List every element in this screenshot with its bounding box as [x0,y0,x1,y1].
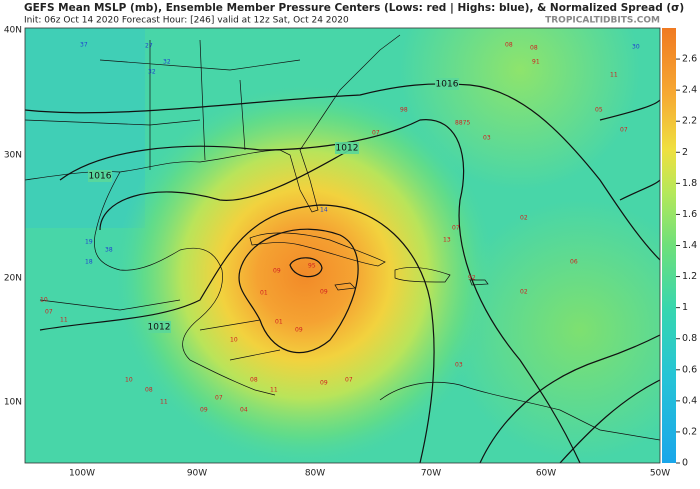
colorbar-tick-label: 0.4 [682,395,697,406]
longitude-label: 60W [536,469,556,479]
low-center: 09 [320,289,328,296]
title: GEFS Mean MSLP (mb), Ensemble Member Pre… [24,2,684,14]
low-center: 07 [215,395,223,402]
low-center: 11 [160,399,168,406]
contour-label-bg [435,78,459,90]
contour-label-bg [335,142,359,154]
high-center: 32 [148,69,156,76]
contour-label: 1012 [148,323,171,333]
contour-label: 1016 [436,80,459,90]
high-center: 27 [145,43,153,50]
latitude-label: 20N [4,274,22,284]
low-center: 92 [468,275,476,282]
latitude-label: 30N [4,151,22,161]
low-center: 06 [570,259,578,266]
low-center: 05 [595,107,603,114]
low-center: 01 [260,290,268,297]
longitude-label: 80W [305,469,325,479]
colorbar-tick-label: 0.6 [682,364,697,375]
low-center: 08 [250,377,258,384]
latitude-label: 10N [4,398,22,408]
colorbar-tick-label: 1 [682,302,688,313]
low-center: 08 [505,42,513,49]
low-center: 09 [295,327,303,334]
low-center: 02 [520,215,528,222]
high-center: 30 [632,44,640,51]
low-center: 07 [452,225,460,232]
high-center: 32 [163,59,171,66]
low-center: 11 [270,387,278,394]
high-center: 14 [320,207,328,214]
low-center: 08 [145,387,153,394]
colorbar-tick-label: 2.4 [682,85,697,96]
longitude-label: 70W [421,469,441,479]
latitude-label: 40N [4,26,22,36]
low-center: 07 [620,127,628,134]
low-center: 13 [443,237,451,244]
low-center: 08 [530,45,538,52]
low-center: 03 [455,362,463,369]
longitude-label: 50W [650,469,670,479]
colorbar-tick-label: 2.6 [682,54,697,65]
contour-label-bg [147,321,171,333]
low-center: 8875 [455,120,470,127]
low-center: 02 [520,289,528,296]
colorbar [662,28,676,463]
low-center: 11 [60,317,68,324]
colorbar-tick-label: 1.2 [682,271,697,282]
contour-label: 1012 [336,144,359,154]
low-center: 91 [532,59,540,66]
low-center: 07 [372,130,380,137]
colorbar-tick-label: 2.2 [682,116,697,127]
low-center: 04 [240,407,248,414]
coastlines [25,34,660,441]
low-center: 03 [483,135,491,142]
low-center: 09 [273,268,281,275]
high-center: 37 [80,42,88,49]
longitude-label: 100W [69,469,95,479]
colorbar-tick-label: 1.6 [682,209,697,220]
high-center: 38 [105,247,113,254]
low-center: 07 [45,309,53,316]
low-center: 98 [400,107,408,114]
subtitle: Init: 06z Oct 14 2020 Forecast Hour: [24… [24,16,349,26]
map-area [25,28,660,463]
low-center: 11 [610,72,618,79]
contour-label: 1016 [89,172,112,182]
spread-maximum [25,28,660,463]
colorbar-tick-label: 1.8 [682,178,697,189]
contour-label-bg [88,170,112,182]
high-center: 18 [85,259,93,266]
colorbar-tick-label: 2 [682,147,688,158]
colorbar-tick-label: 0 [682,458,688,469]
map-frame [24,27,661,464]
low-center: 07 [345,377,353,384]
brand: TROPICALTIDBITS.COM [545,16,660,26]
low-center: 09 [200,407,208,414]
low-center: 01 [275,319,283,326]
low-center: 95 [308,263,316,270]
colorbar-tick-label: 0.2 [682,426,697,437]
low-center: 10 [40,297,48,304]
colorbar-tick-label: 0.8 [682,333,697,344]
high-center: 19 [85,239,93,246]
low-center: 09 [320,380,328,387]
colorbar-tick-label: 1.4 [682,240,697,251]
low-center: 10 [230,337,238,344]
low-center: 10 [125,377,133,384]
longitude-label: 90W [187,469,207,479]
